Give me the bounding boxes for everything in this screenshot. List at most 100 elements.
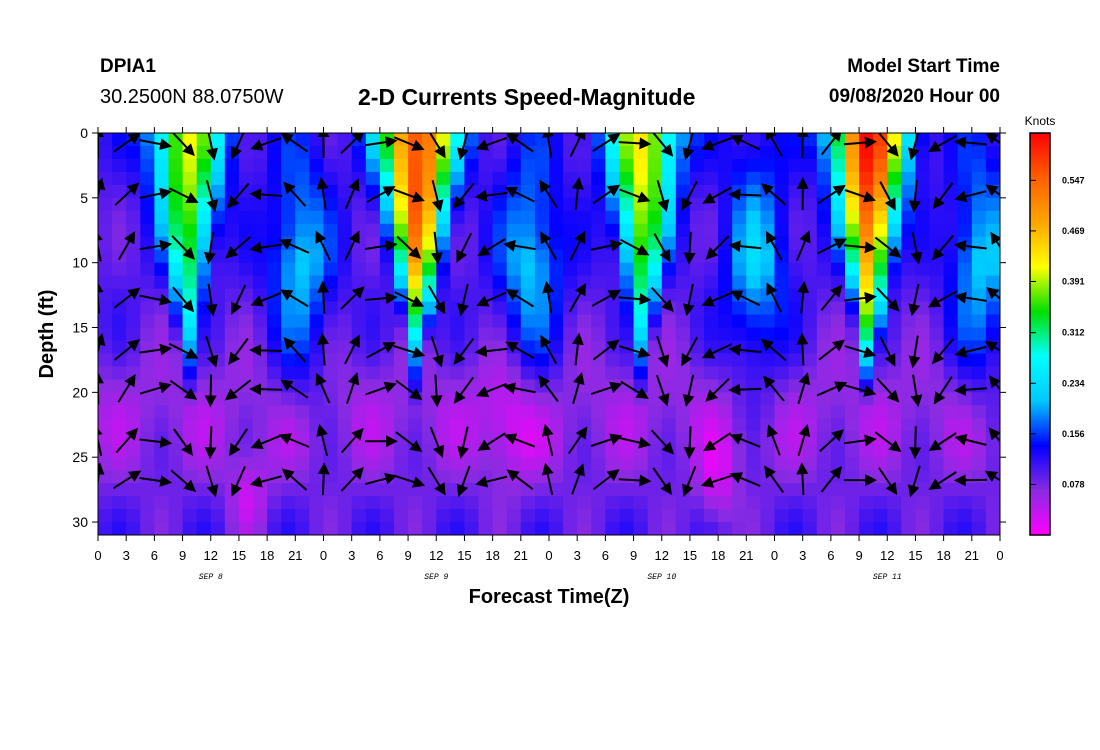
- current-vector: [571, 177, 584, 210]
- heatmap-cell: [675, 288, 691, 303]
- heatmap-cell: [351, 496, 367, 510]
- current-vector: [346, 372, 360, 404]
- current-vector: [139, 343, 173, 356]
- heatmap-cell: [379, 327, 395, 342]
- heatmap-cell: [210, 236, 226, 251]
- heatmap-cell: [929, 418, 945, 432]
- heatmap-cell: [704, 483, 719, 497]
- heatmap-cell: [675, 405, 691, 419]
- heatmap-cell: [422, 223, 437, 238]
- heatmap-cell: [760, 301, 776, 316]
- heatmap-cell: [182, 262, 198, 277]
- heatmap-cell: [549, 431, 564, 445]
- heatmap-cell: [450, 314, 465, 329]
- heatmap-cell: [859, 262, 874, 277]
- heatmap-cell: [422, 366, 437, 380]
- heatmap-cell: [408, 158, 423, 173]
- heatmap-cell: [534, 522, 550, 535]
- current-vector: [344, 230, 360, 261]
- heatmap-cell: [295, 184, 310, 199]
- current-vector: [249, 383, 283, 396]
- heatmap-cell: [788, 301, 804, 316]
- heatmap-cell: [591, 210, 606, 225]
- heatmap-cell: [746, 314, 761, 329]
- heatmap-cell: [675, 470, 691, 484]
- heatmap-cell: [704, 418, 719, 432]
- heatmap-cell: [492, 249, 508, 264]
- heatmap-cell: [577, 314, 592, 329]
- heatmap-cell: [464, 457, 480, 471]
- heatmap-cell: [295, 470, 310, 484]
- heatmap-cell: [337, 418, 353, 432]
- heatmap-cell: [394, 483, 409, 497]
- heatmap-cell: [506, 223, 522, 238]
- heatmap-cell: [830, 509, 846, 523]
- heatmap-cell: [985, 418, 1000, 432]
- heatmap-cell: [408, 262, 423, 277]
- heatmap-cell: [506, 210, 522, 225]
- heatmap-cell: [436, 418, 451, 432]
- heatmap-cell: [845, 327, 860, 342]
- heatmap-cell: [196, 314, 212, 329]
- heatmap-cell: [859, 353, 874, 368]
- heatmap-cell: [718, 366, 733, 380]
- heatmap-cell: [887, 457, 902, 471]
- heatmap-cell: [267, 197, 282, 212]
- heatmap-cell: [295, 496, 310, 510]
- heatmap-cell: [675, 158, 691, 173]
- current-vector: [475, 475, 508, 488]
- heatmap-cell: [788, 431, 804, 445]
- current-vector: [230, 284, 247, 315]
- heatmap-cell: [520, 197, 536, 212]
- heatmap-cell: [971, 301, 987, 316]
- heatmap-cell: [845, 340, 860, 355]
- x-tick-label: 6: [151, 548, 158, 563]
- heatmap-cell: [182, 197, 198, 212]
- heatmap-cell: [224, 171, 240, 186]
- heatmap-cell: [873, 249, 888, 264]
- heatmap-cell: [774, 379, 790, 393]
- heatmap-cell: [224, 133, 240, 147]
- heatmap-cell: [859, 133, 874, 147]
- current-vector: [506, 469, 534, 490]
- heatmap-cell: [196, 262, 212, 277]
- heatmap-cell: [605, 483, 621, 497]
- heatmap-cell: [788, 171, 804, 186]
- heatmap-cell: [210, 509, 226, 523]
- heatmap-cell: [577, 301, 592, 316]
- current-vector: [505, 289, 535, 308]
- heatmap-cell: [464, 522, 480, 535]
- heatmap-cell: [873, 418, 888, 432]
- heatmap-cell: [323, 262, 339, 277]
- heatmap-cell: [873, 444, 888, 458]
- current-vector: [797, 424, 811, 456]
- heatmap-cell: [971, 158, 987, 173]
- heatmap-cell: [901, 340, 916, 355]
- heatmap-cell: [605, 158, 621, 173]
- heatmap-cell: [633, 483, 649, 497]
- heatmap-cell: [267, 392, 282, 406]
- heatmap-cell: [704, 392, 719, 406]
- current-vector: [705, 378, 730, 402]
- heatmap-cell: [746, 327, 761, 342]
- heatmap-cell: [845, 392, 860, 406]
- heatmap-cell: [238, 379, 254, 393]
- heatmap-cell: [689, 418, 705, 432]
- heatmap-cell: [661, 210, 677, 225]
- heatmap-cell: [238, 275, 254, 290]
- heatmap-cell: [718, 353, 733, 368]
- heatmap-cell: [732, 146, 747, 160]
- heatmap-cell: [112, 444, 127, 458]
- heatmap-cell: [619, 418, 635, 432]
- heatmap-cell: [732, 496, 747, 510]
- current-vector: [228, 428, 249, 457]
- heatmap-cell: [112, 327, 127, 342]
- heatmap-cell: [929, 496, 945, 510]
- heatmap-cell: [224, 210, 240, 225]
- heatmap-cell: [788, 197, 804, 212]
- heatmap-cell: [281, 509, 296, 523]
- current-vector: [988, 375, 1000, 392]
- heatmap-cell: [802, 158, 818, 173]
- heatmap-cell: [422, 184, 437, 199]
- heatmap-cell: [689, 392, 705, 406]
